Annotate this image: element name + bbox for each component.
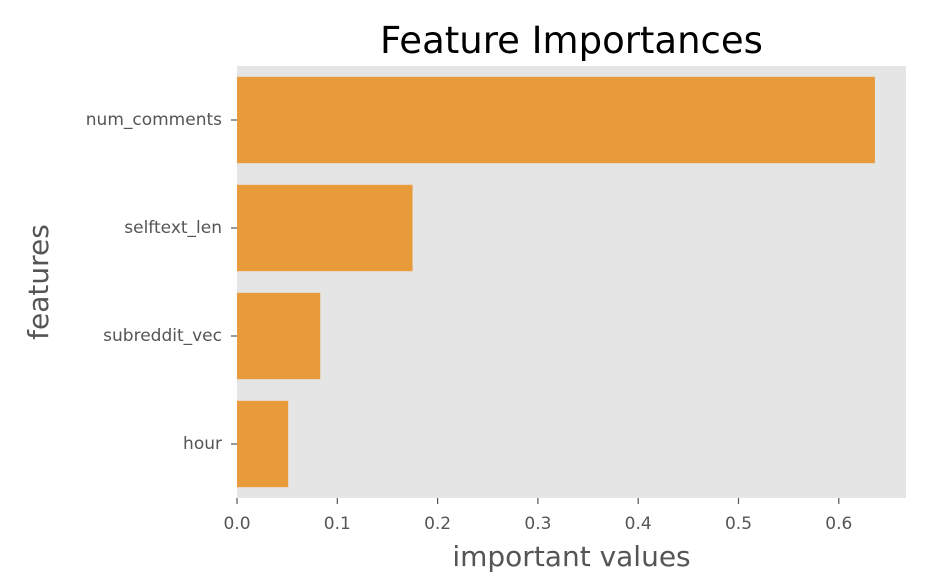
bar-hour [237, 400, 289, 488]
bar-num_comments [237, 76, 875, 164]
x-tick-group: 0.0 0.1 0.2 0.3 0.4 0.5 0.6 [223, 498, 852, 534]
x-tick-label-2: 0.2 [424, 514, 451, 534]
x-tick-label-1: 0.1 [324, 514, 351, 534]
x-tick-label-6: 0.6 [825, 514, 852, 534]
chart-title: Feature Importances [380, 19, 763, 62]
x-tick-label-3: 0.3 [524, 514, 551, 534]
y-axis-label: features [22, 224, 55, 340]
bar-subreddit_vec [237, 292, 321, 380]
x-tick-label-0: 0.0 [223, 514, 250, 534]
bar-selftext_len [237, 184, 413, 272]
y-tick-label-1: selftext_len [124, 218, 222, 238]
x-tick-label-4: 0.4 [625, 514, 652, 534]
x-tick-label-5: 0.5 [725, 514, 752, 534]
x-axis-label: important values [452, 540, 690, 573]
y-tick-label-2: subreddit_vec [103, 326, 222, 346]
y-tick-label-3: hour [183, 434, 222, 454]
y-tick-label-0: num_comments [86, 110, 222, 130]
bars-group [237, 76, 875, 488]
y-tick-group: num_comments selftext_len subreddit_vechou… [86, 110, 237, 454]
